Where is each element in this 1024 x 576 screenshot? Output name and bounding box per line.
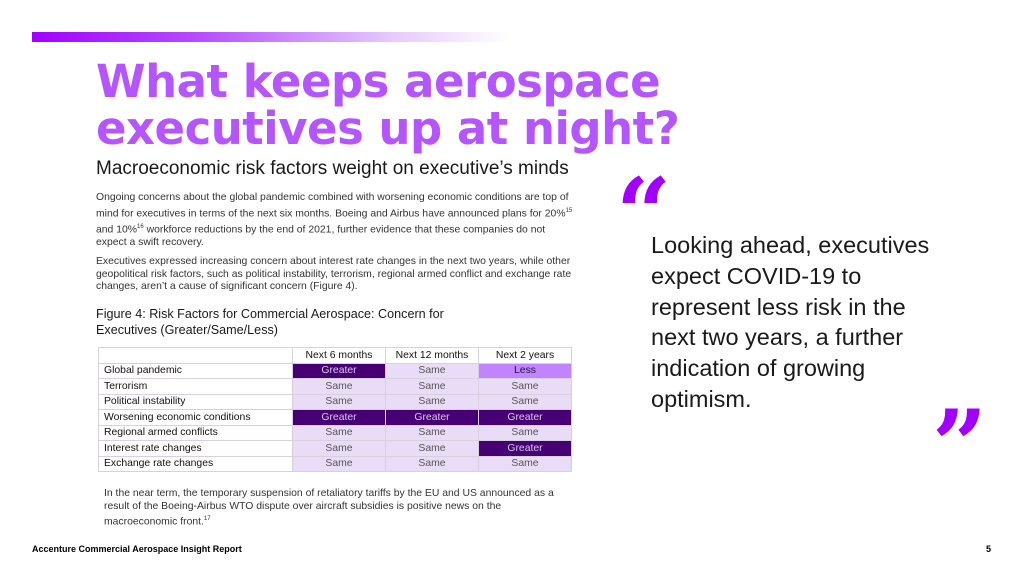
figure-caption: Figure 4: Risk Factors for Commercial Ae…: [96, 307, 444, 337]
risk-cell: Same: [292, 378, 386, 395]
table-header-cell: Next 12 months: [385, 347, 479, 364]
risk-cell: Same: [385, 362, 479, 379]
risk-cell: Same: [478, 424, 572, 441]
section-subtitle: Macroeconomic risk factors weight on exe…: [96, 158, 569, 179]
footnote-ref-15: 15: [565, 207, 573, 214]
tariff-text: In the near term, the temporary suspensi…: [104, 488, 554, 528]
risk-cell: Greater: [478, 409, 572, 426]
pull-quote-text: Looking ahead, executives expect COVID-1…: [651, 232, 930, 412]
row-label: Terrorism: [98, 378, 293, 395]
concern-paragraph: Executives expressed increasing concern …: [96, 256, 572, 293]
page-number: 5: [986, 544, 992, 554]
table-header-row: Next 6 months Next 12 months Next 2 year…: [98, 347, 572, 364]
risk-cell: Same: [385, 440, 479, 457]
intro-text-part-3: workforce reductions by the end of 2021,…: [96, 224, 546, 248]
risk-cell: Same: [292, 424, 386, 441]
table-row: Exchange rate changes Same Same Same: [98, 455, 572, 472]
table-row: Political instability Same Same Same: [98, 393, 572, 410]
risk-cell: Same: [385, 393, 479, 410]
table-header-cell: Next 2 years: [478, 347, 572, 364]
risk-cell: Same: [478, 393, 572, 410]
footnote-ref-16: 16: [137, 223, 144, 230]
risk-cell: Less: [478, 362, 572, 379]
tariff-paragraph: In the near term, the temporary suspensi…: [104, 488, 566, 529]
accent-gradient-bar: [32, 32, 510, 42]
row-label: Interest rate changes: [98, 440, 293, 457]
table-header-blank: [98, 347, 293, 364]
risk-cell: Same: [292, 440, 386, 457]
page-title-line-1: What keeps aerospace: [96, 55, 661, 108]
risk-cell: Same: [478, 378, 572, 395]
table-row: Interest rate changes Same Same Greater: [98, 440, 572, 457]
risk-factors-table: Next 6 months Next 12 months Next 2 year…: [98, 347, 572, 472]
row-label: Worsening economic conditions: [98, 409, 293, 426]
footnote-ref-17: 17: [203, 516, 211, 523]
table-row: Regional armed conflicts Same Same Same: [98, 424, 572, 441]
risk-cell: Greater: [385, 409, 479, 426]
risk-cell: Same: [292, 455, 386, 472]
row-label: Exchange rate changes: [98, 455, 293, 472]
risk-cell: Same: [385, 378, 479, 395]
risk-cell: Same: [385, 455, 479, 472]
page-title-line-2: executives up at night?: [96, 102, 680, 155]
page-title: What keeps aerospace executives up at ni…: [96, 55, 680, 155]
table-row: Worsening economic conditions Greater Gr…: [98, 409, 572, 426]
row-label: Regional armed conflicts: [98, 424, 293, 441]
risk-cell: Same: [478, 455, 572, 472]
table-header-cell: Next 6 months: [292, 347, 386, 364]
row-label: Political instability: [98, 393, 293, 410]
open-quote-mark: “: [616, 157, 672, 270]
risk-cell: Same: [385, 424, 479, 441]
footer-report-title: Accenture Commercial Aerospace Insight R…: [32, 544, 242, 554]
table-row: Global pandemic Greater Same Less: [98, 362, 572, 379]
row-label: Global pandemic: [98, 362, 293, 379]
close-quote-mark: ”: [932, 389, 988, 502]
intro-text-part-2: and 10%: [96, 224, 138, 236]
intro-paragraph: Ongoing concerns about the global pandem…: [96, 192, 574, 249]
table-row: Terrorism Same Same Same: [98, 378, 572, 395]
intro-text-part-1: Ongoing concerns about the global pandem…: [96, 192, 569, 220]
risk-cell: Greater: [478, 440, 572, 457]
risk-cell: Same: [292, 393, 386, 410]
risk-cell: Greater: [292, 409, 386, 426]
risk-cell: Greater: [292, 362, 386, 379]
